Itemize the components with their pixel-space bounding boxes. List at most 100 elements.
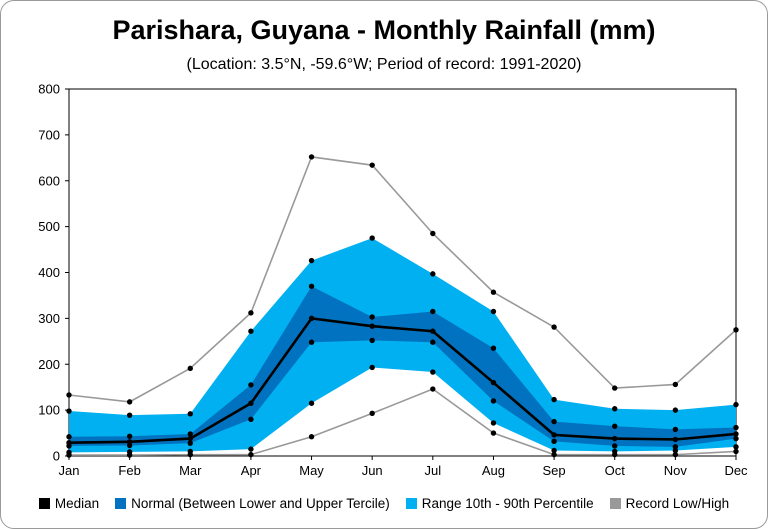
range-upper-point	[672, 407, 679, 413]
x-tick-label: Oct	[605, 463, 626, 478]
x-tick-label: Feb	[118, 463, 140, 478]
x-tick-label: Jul	[425, 463, 442, 478]
legend-swatch-record	[609, 498, 621, 509]
legend-label-median: Median	[54, 496, 100, 511]
range-upper-point	[612, 406, 618, 412]
x-tick-label: Apr	[241, 463, 262, 478]
chart-title: Parishara, Guyana - Monthly Rainfall (mm…	[112, 15, 656, 45]
x-tick-label: Jun	[362, 463, 383, 478]
chart-legend: Median Normal (Between Lower and Upper T…	[1, 496, 767, 511]
record-high-point	[369, 162, 375, 168]
record-high-point	[430, 230, 436, 237]
legend-item-normal: Normal (Between Lower and Upper Tercile)	[115, 496, 390, 511]
median-point	[490, 379, 497, 386]
record-high-point	[672, 381, 679, 388]
normal-lower-point	[490, 398, 497, 404]
y-tick-label: 300	[38, 311, 60, 326]
normal-upper-point	[126, 433, 133, 439]
record-low-point	[369, 410, 375, 417]
record-low-point	[551, 451, 557, 458]
record-low-point	[430, 386, 436, 392]
record-high-point	[126, 399, 133, 405]
range-lower-point	[612, 448, 618, 455]
range-lower-point	[126, 449, 133, 455]
record-high-point	[66, 392, 72, 398]
range-lower-point	[551, 447, 557, 454]
legend-label-range: Range 10th - 90th Percentile	[421, 496, 594, 511]
median-point	[187, 435, 193, 442]
y-tick-label: 700	[38, 127, 60, 142]
record-low-point	[733, 448, 739, 455]
range-lower-point	[248, 446, 254, 452]
legend-item-range: Range 10th - 90th Percentile	[405, 496, 594, 511]
range-upper-point	[126, 412, 133, 418]
x-tick-label: Mar	[179, 463, 202, 478]
median-point	[551, 432, 557, 438]
normal-lower-point	[187, 440, 193, 446]
median-point	[430, 328, 436, 334]
normal-lower-point	[733, 435, 739, 442]
normal-lower-point	[248, 416, 254, 422]
range-band	[69, 238, 736, 453]
range-upper-point	[248, 328, 254, 334]
legend-item-record: Record Low/High	[609, 496, 730, 511]
median-point	[126, 439, 133, 445]
x-tick-label: Nov	[664, 463, 688, 478]
legend-label-normal: Normal (Between Lower and Upper Tercile)	[131, 496, 390, 511]
median-line	[68, 316, 737, 444]
normal-upper-point	[672, 426, 679, 433]
record-high-point	[187, 365, 193, 372]
x-tick-label: May	[299, 463, 324, 478]
record-low-point	[248, 451, 254, 458]
normal-lower-point	[672, 444, 679, 450]
y-tick-label: 500	[38, 219, 60, 234]
range-upper-point	[551, 396, 557, 403]
median-point	[308, 315, 315, 322]
record-low-line	[69, 388, 737, 456]
normal-upper-point	[187, 431, 193, 437]
normal-upper-point	[430, 308, 436, 315]
median-point	[733, 431, 739, 437]
range-lower-point	[369, 364, 375, 371]
record-high-point	[308, 154, 315, 160]
normal-upper-point	[369, 314, 375, 320]
range-upper-point	[308, 257, 315, 264]
range-lower-point	[733, 444, 739, 450]
median-point	[369, 323, 375, 329]
median-point	[248, 400, 254, 406]
y-tick-label: 800	[38, 82, 60, 97]
normal-lower-point	[612, 443, 618, 449]
record-low-point	[672, 451, 679, 458]
normal-lower-point	[308, 339, 315, 345]
median-point	[612, 435, 618, 442]
chart-subtitle: (Location: 3.5°N, -59.6°W; Period of rec…	[186, 56, 582, 73]
x-tick-label: Aug	[482, 463, 505, 478]
range-upper-point	[66, 408, 72, 414]
legend-swatch-range	[405, 498, 417, 509]
normal-upper-point	[733, 424, 739, 431]
normal-lower-point	[369, 337, 375, 344]
range-upper-point	[369, 235, 375, 241]
record-high-line	[68, 156, 737, 403]
range-upper-point	[490, 308, 497, 315]
range-lower-point	[490, 420, 497, 426]
normal-upper-point	[308, 283, 315, 289]
normal-upper-point	[248, 382, 254, 388]
x-tick-label: Sep	[543, 463, 566, 478]
range-upper-point	[430, 271, 436, 277]
range-lower-point	[66, 449, 72, 456]
range-upper-point	[187, 411, 193, 417]
legend-item-median: Median	[38, 496, 100, 511]
record-high-point	[551, 324, 557, 330]
normal-upper-point	[490, 345, 497, 351]
record-high-point	[248, 310, 254, 316]
x-tick-label: Dec	[724, 463, 748, 478]
legend-label-record: Record Low/High	[625, 496, 730, 511]
y-tick-label: 100	[38, 403, 60, 418]
y-tick-label: 0	[53, 449, 60, 464]
normal-lower-point	[551, 438, 557, 445]
normal-lower-point	[430, 339, 436, 345]
normal-band	[69, 286, 736, 447]
